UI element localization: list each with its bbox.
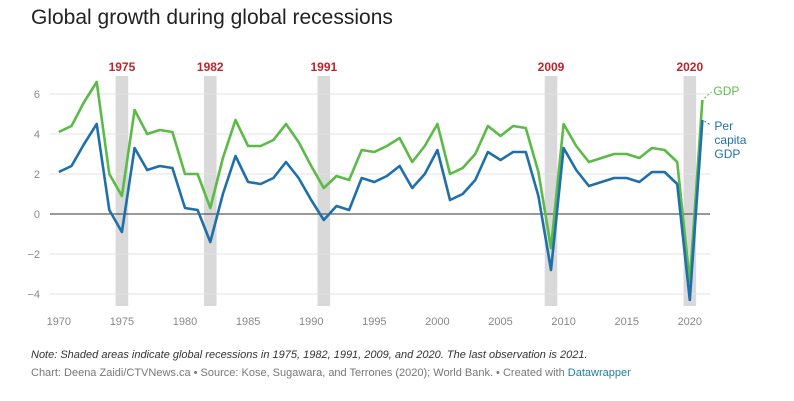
series-labels: GDP Per capita GDP xyxy=(704,84,747,161)
x-tick-label: 2015 xyxy=(614,316,638,328)
y-tick-label: −2 xyxy=(27,249,40,261)
y-tick-label: 2 xyxy=(34,169,40,181)
per-capita-label-leader xyxy=(704,120,711,126)
chart-note: Note: Shaded areas indicate global reces… xyxy=(31,349,588,361)
x-tick-label: 1990 xyxy=(299,316,323,328)
series-lines xyxy=(58,80,704,302)
gdp-label-leader xyxy=(704,91,712,99)
chart-source: Chart: Deena Zaidi/CTVNews.ca • Source: … xyxy=(31,367,631,379)
recession-label-2009: 2009 xyxy=(538,60,565,74)
x-tick-label: 1970 xyxy=(47,316,71,328)
datawrapper-link[interactable]: Datawrapper xyxy=(567,367,631,379)
x-tick-label: 2005 xyxy=(488,316,512,328)
recession-label-1982: 1982 xyxy=(197,60,224,74)
x-axis-ticks: 1970 1975 1980 1985 1990 1995 2000 2005 2010 2015… xyxy=(47,316,702,328)
x-tick-label: 1995 xyxy=(362,316,386,328)
source-text: Chart: Deena Zaidi/CTVNews.ca • Source: … xyxy=(31,367,568,379)
x-tick-label: 1980 xyxy=(173,316,197,328)
y-tick-label: −4 xyxy=(27,289,40,301)
y-tick-label: 0 xyxy=(34,209,40,221)
chart-title: Global growth during global recessions xyxy=(31,6,393,29)
recession-label-2020: 2020 xyxy=(676,60,703,74)
x-tick-label: 2010 xyxy=(551,316,575,328)
gdp-series-label: GDP xyxy=(713,84,739,98)
recession-band-1991 xyxy=(317,76,331,306)
recession-bands: 1975 1982 1991 2009 2020 xyxy=(109,60,703,306)
per-capita-gdp-line xyxy=(58,119,704,302)
recession-label-1975: 1975 xyxy=(109,60,136,74)
gdp-line xyxy=(58,80,704,284)
y-tick-label: 6 xyxy=(34,89,40,101)
recession-band-2009 xyxy=(544,76,558,306)
gridlines xyxy=(50,93,710,295)
y-tick-label: 4 xyxy=(34,129,40,141)
recession-label-1991: 1991 xyxy=(310,60,337,74)
x-tick-label: 2020 xyxy=(678,316,702,328)
per-capita-gdp-series-label: Per capita GDP xyxy=(714,119,746,161)
x-tick-label: 2000 xyxy=(425,316,449,328)
x-tick-label: 1975 xyxy=(110,316,134,328)
x-tick-label: 1985 xyxy=(236,316,260,328)
y-axis-ticks: 6 4 2 0 −2 −4 xyxy=(27,89,40,301)
